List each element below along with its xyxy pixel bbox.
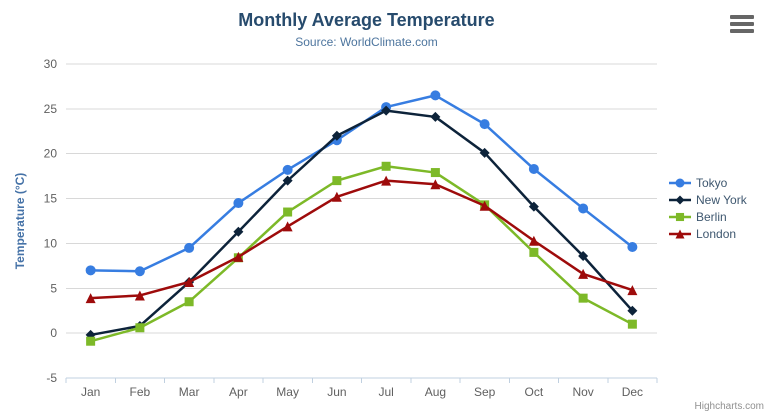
- diamond-legend-marker-icon: [669, 195, 691, 204]
- data-point-marker[interactable]: [675, 212, 685, 221]
- series-line[interactable]: [89, 179, 634, 300]
- legend-item-label: Berlin: [696, 209, 727, 224]
- legend-item-london[interactable]: London: [669, 225, 747, 242]
- data-point-marker[interactable]: [85, 293, 96, 304]
- data-point-marker[interactable]: [528, 201, 539, 212]
- series-tokyo[interactable]: [85, 90, 638, 277]
- data-point-marker[interactable]: [135, 323, 145, 333]
- data-point-marker[interactable]: [282, 221, 293, 232]
- legend: Tokyo New York Berlin London: [669, 174, 747, 242]
- data-point-marker[interactable]: [675, 195, 685, 204]
- data-point-marker[interactable]: [430, 111, 441, 122]
- x-axis-tick-label: Jun: [327, 385, 346, 399]
- data-point-marker[interactable]: [381, 175, 392, 186]
- x-axis-tick-label: Jan: [81, 385, 100, 399]
- series-line[interactable]: [89, 165, 634, 343]
- y-axis-tick-label: 30: [44, 57, 58, 71]
- data-point-marker[interactable]: [627, 242, 638, 253]
- data-point-marker[interactable]: [184, 277, 195, 288]
- data-point-marker[interactable]: [578, 293, 588, 303]
- data-point-marker[interactable]: [627, 305, 638, 316]
- data-point-marker[interactable]: [675, 229, 685, 238]
- x-axis-tick-label: Sep: [474, 385, 496, 399]
- data-point-marker[interactable]: [627, 319, 637, 329]
- legend-item-label: London: [696, 226, 737, 241]
- data-point-marker[interactable]: [529, 247, 539, 257]
- data-point-marker[interactable]: [675, 178, 685, 187]
- triangle-legend-marker-icon: [669, 229, 691, 238]
- legend-item-new-york[interactable]: New York: [669, 191, 747, 208]
- y-axis-tick-label: -5: [46, 371, 57, 385]
- y-axis-tick-label: 20: [44, 147, 58, 161]
- series-new-york[interactable]: [85, 105, 638, 340]
- data-point-marker[interactable]: [233, 226, 244, 237]
- chart-title: Monthly Average Temperature: [238, 10, 495, 30]
- data-point-marker[interactable]: [233, 198, 244, 209]
- data-point-marker[interactable]: [430, 168, 440, 178]
- series-line[interactable]: [89, 94, 634, 273]
- x-axis-tick-label: Feb: [130, 385, 151, 399]
- x-axis-tick-label: Dec: [622, 385, 643, 399]
- data-point-marker[interactable]: [528, 163, 539, 174]
- x-axis-tick-label: May: [276, 385, 299, 399]
- data-point-marker[interactable]: [381, 105, 392, 116]
- data-point-marker[interactable]: [282, 164, 293, 175]
- data-point-marker[interactable]: [331, 191, 342, 202]
- data-point-marker[interactable]: [430, 90, 441, 101]
- data-point-marker[interactable]: [430, 179, 441, 190]
- series-london[interactable]: [85, 175, 638, 304]
- series-line[interactable]: [89, 109, 634, 337]
- x-axis-tick-label: Nov: [572, 385, 593, 399]
- data-point-marker[interactable]: [184, 297, 194, 307]
- x-axis-tick-label: Jul: [378, 385, 393, 399]
- data-point-marker[interactable]: [627, 285, 638, 296]
- data-point-marker[interactable]: [528, 235, 539, 246]
- legend-item-label: Tokyo: [696, 175, 728, 190]
- data-point-marker[interactable]: [578, 268, 589, 279]
- data-point-marker[interactable]: [283, 207, 293, 217]
- data-point-marker[interactable]: [578, 203, 589, 214]
- data-point-marker[interactable]: [86, 336, 96, 346]
- y-axis-tick-label: 25: [44, 102, 58, 116]
- data-point-marker[interactable]: [184, 242, 195, 253]
- data-point-marker[interactable]: [331, 130, 342, 141]
- highcharts-credits-link[interactable]: Highcharts.com: [694, 401, 764, 412]
- data-point-marker[interactable]: [134, 266, 145, 277]
- legend-item-label: New York: [696, 192, 747, 207]
- data-point-marker[interactable]: [85, 265, 96, 276]
- data-point-marker[interactable]: [233, 251, 244, 262]
- data-point-marker[interactable]: [282, 175, 293, 186]
- legend-item-berlin[interactable]: Berlin: [669, 208, 747, 225]
- data-point-marker[interactable]: [479, 119, 490, 130]
- data-point-marker[interactable]: [134, 290, 145, 301]
- data-point-marker[interactable]: [381, 161, 391, 171]
- y-axis-tick-label: 10: [44, 236, 58, 250]
- square-legend-marker-icon: [669, 212, 691, 221]
- x-axis-tick-label: Oct: [525, 385, 544, 399]
- y-axis-tick-label: 5: [50, 281, 57, 295]
- x-axis-tick-label: Mar: [179, 385, 200, 399]
- x-axis-tick-label: Apr: [229, 385, 248, 399]
- data-point-marker[interactable]: [479, 200, 490, 211]
- data-point-marker[interactable]: [479, 147, 490, 158]
- y-axis-tick-label: 0: [50, 326, 57, 340]
- x-axis-tick-label: Aug: [425, 385, 446, 399]
- y-axis-title: Temperature (°C): [13, 173, 27, 270]
- circle-legend-marker-icon: [669, 178, 691, 187]
- data-point-marker[interactable]: [332, 176, 342, 186]
- y-axis-tick-label: 15: [44, 192, 58, 206]
- chart-subtitle: Source: WorldClimate.com: [295, 35, 438, 49]
- data-point-marker[interactable]: [578, 250, 589, 261]
- legend-item-tokyo[interactable]: Tokyo: [669, 174, 747, 191]
- hamburger-menu-icon[interactable]: [730, 15, 754, 33]
